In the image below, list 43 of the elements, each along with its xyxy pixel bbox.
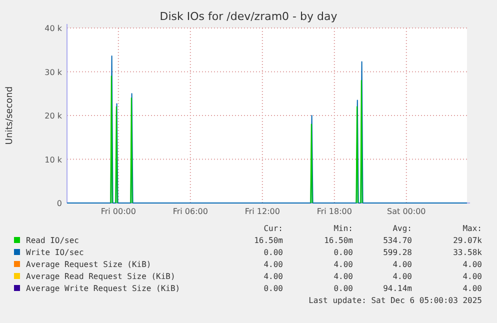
y-tick-label: 10 k: [44, 155, 62, 164]
legend-label: Average Write Request Size (KiB): [26, 284, 180, 293]
text: 0.00: [264, 248, 284, 257]
x-tick-label: Fri 06:00: [172, 207, 208, 216]
text: Last update: Sat Dec 6 05:00:03 2025: [308, 296, 482, 305]
text: Max:: [462, 224, 482, 233]
legend-label: Read IO/sec: [26, 236, 80, 245]
x-tick-label: Fri 00:00: [100, 207, 136, 216]
text: 94.14m: [383, 284, 412, 293]
y-tick-label: 30 k: [44, 68, 62, 77]
y-axis-title: Units/second: [5, 86, 15, 145]
legend-label: Write IO/sec: [26, 248, 84, 257]
text: 4.00: [392, 272, 412, 281]
legend-label: Average Read Request Size (KiB): [26, 272, 176, 281]
legend-label: Average Request Size (KiB): [26, 260, 152, 269]
text: 0.00: [334, 248, 354, 257]
text: 534.70: [383, 236, 412, 245]
text: 4.00: [334, 272, 354, 281]
chart-title: Disk IOs for /dev/zram0 - by day: [160, 10, 338, 23]
x-tick-label: Sat 00:00: [387, 207, 426, 216]
y-tick-label: 0: [56, 199, 62, 208]
text: 16.50m: [254, 236, 284, 245]
text: 4.00: [264, 272, 284, 281]
text: 0.00: [264, 284, 284, 293]
x-tick-label: Fri 18:00: [316, 207, 352, 216]
text: 4.00: [334, 260, 354, 269]
y-tick-label: 20 k: [44, 112, 62, 120]
text: Min:: [334, 224, 353, 233]
text: 4.00: [462, 284, 482, 293]
text: 0.00: [334, 284, 354, 293]
y-tick-label: 40 k: [44, 24, 62, 33]
text: 4.00: [264, 260, 284, 269]
text: 33.58k: [453, 248, 482, 257]
text: 4.00: [392, 260, 412, 269]
text: 4.00: [462, 272, 482, 281]
x-tick-label: Fri 12:00: [244, 207, 280, 216]
text: Cur:: [264, 224, 283, 233]
text: 599.28: [383, 248, 412, 257]
text: 16.50m: [324, 236, 354, 245]
text: 4.00: [462, 260, 482, 269]
text: 29.07k: [453, 236, 482, 245]
line-series: [66, 56, 468, 204]
text: Avg:: [392, 224, 412, 233]
